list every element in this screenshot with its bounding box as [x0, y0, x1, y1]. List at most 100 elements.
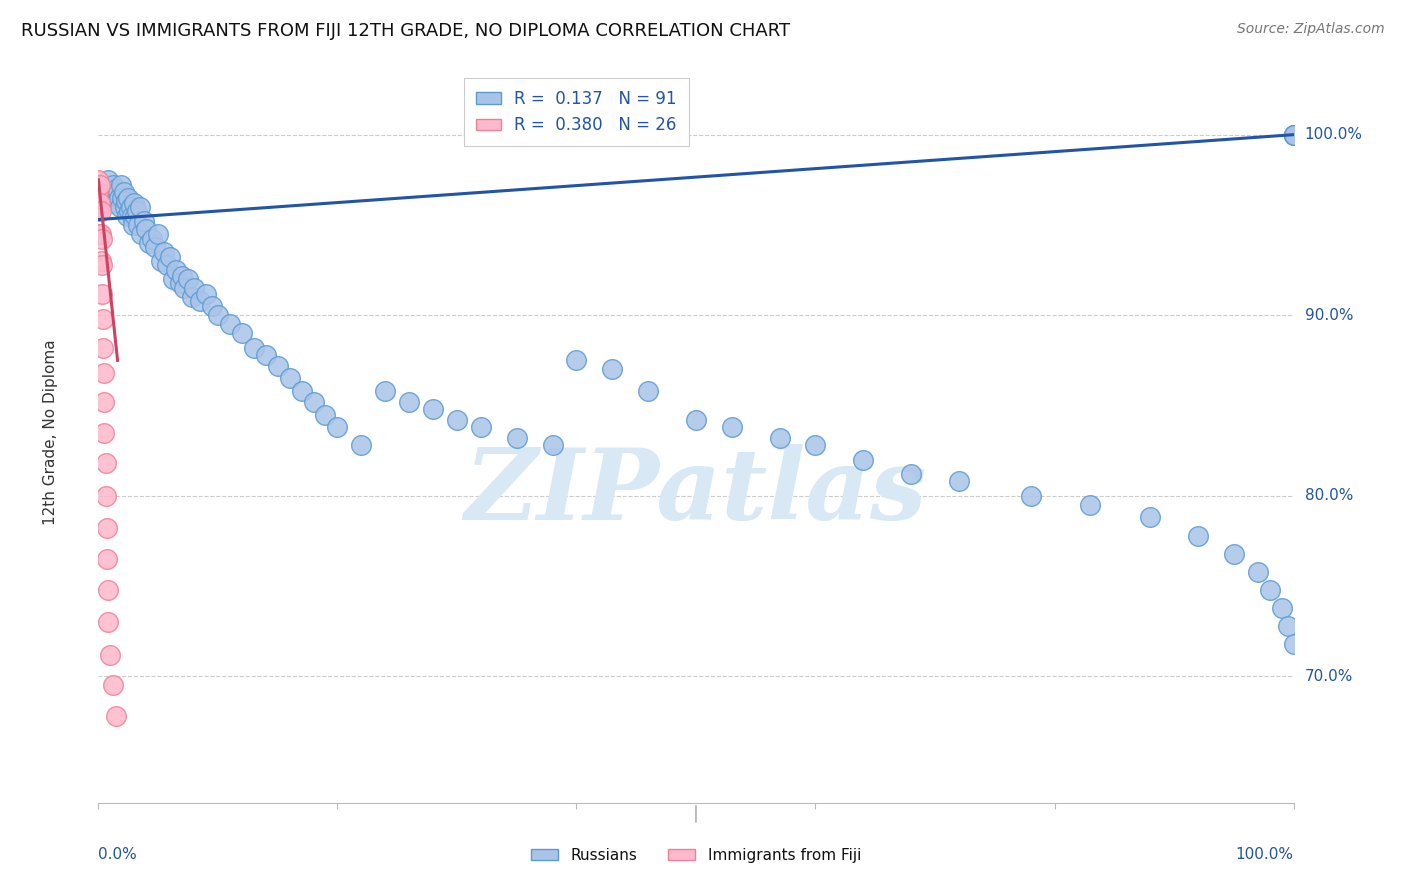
Point [243, 341, 266, 355]
Point [121, 209, 143, 223]
Point [278, 371, 301, 385]
Point [120, 200, 142, 214]
Point [141, 232, 163, 246]
Point [117, 191, 139, 205]
Text: 100.0%: 100.0% [1236, 847, 1294, 863]
Text: RUSSIAN VS IMMIGRANTS FROM FIJI 12TH GRADE, NO DIPLOMA CORRELATION CHART: RUSSIAN VS IMMIGRANTS FROM FIJI 12TH GRA… [21, 22, 790, 40]
Point [159, 251, 181, 265]
Point [87, 203, 110, 218]
Point [948, 475, 970, 489]
Point [1282, 128, 1305, 142]
Point [155, 258, 177, 272]
Point [87, 186, 110, 200]
Point [110, 178, 132, 193]
Point [506, 431, 529, 445]
Point [446, 413, 468, 427]
Point [91, 232, 114, 246]
Point [148, 227, 170, 241]
Point [89, 178, 111, 193]
Point [107, 186, 129, 200]
Point [565, 353, 588, 368]
Text: 90.0%: 90.0% [1305, 308, 1353, 323]
Point [127, 218, 149, 232]
Point [219, 318, 242, 332]
Point [169, 276, 191, 290]
Point [107, 191, 129, 205]
Point [852, 452, 875, 467]
Point [195, 286, 218, 301]
Point [1139, 510, 1161, 524]
Point [108, 200, 131, 214]
Point [91, 286, 114, 301]
Point [93, 395, 115, 409]
Point [173, 281, 195, 295]
Point [89, 196, 111, 211]
Point [132, 214, 155, 228]
Point [135, 221, 157, 235]
Point [96, 552, 118, 566]
Point [122, 218, 145, 232]
Point [93, 182, 115, 196]
Point [1282, 128, 1305, 142]
Point [153, 245, 176, 260]
Point [685, 413, 707, 427]
Point [162, 272, 184, 286]
Point [87, 173, 110, 187]
Point [118, 203, 141, 218]
Point [143, 239, 166, 253]
Point [101, 178, 124, 193]
Point [97, 582, 120, 597]
Point [541, 438, 564, 452]
Point [115, 194, 138, 209]
Text: ZIPatlas: ZIPatlas [465, 443, 927, 540]
Point [1258, 582, 1281, 597]
Point [1019, 489, 1042, 503]
Point [231, 326, 253, 341]
Point [103, 191, 125, 205]
Point [291, 384, 314, 398]
Point [131, 227, 153, 241]
Point [900, 467, 922, 482]
Point [398, 395, 420, 409]
Point [129, 200, 152, 214]
Point [172, 268, 194, 283]
Point [165, 263, 187, 277]
Point [207, 308, 229, 322]
Point [91, 258, 114, 272]
Point [91, 311, 114, 326]
Point [90, 254, 112, 268]
Point [1080, 498, 1102, 512]
Point [180, 290, 202, 304]
Point [97, 173, 120, 187]
Text: Source: ZipAtlas.com: Source: ZipAtlas.com [1237, 22, 1385, 37]
Point [93, 425, 115, 440]
Text: 100.0%: 100.0% [1305, 128, 1362, 142]
Point [114, 200, 136, 214]
Point [98, 648, 122, 662]
Point [267, 359, 290, 373]
Point [302, 395, 325, 409]
Point [183, 281, 205, 295]
Point [105, 709, 128, 723]
Point [1223, 547, 1246, 561]
Point [149, 254, 172, 268]
Point [112, 186, 135, 200]
Point [1277, 619, 1299, 633]
Point [94, 456, 117, 470]
Point [768, 431, 790, 445]
Text: 12th Grade, No Diploma: 12th Grade, No Diploma [44, 340, 58, 525]
Point [1282, 128, 1305, 142]
Point [1247, 565, 1270, 579]
Point [93, 366, 115, 380]
Point [90, 227, 112, 241]
Point [125, 203, 148, 218]
Point [804, 438, 827, 452]
Text: 0.0%: 0.0% [98, 847, 138, 863]
Point [111, 191, 134, 205]
Point [1282, 637, 1305, 651]
Point [201, 299, 224, 313]
Point [254, 348, 277, 362]
Point [105, 196, 128, 211]
Point [115, 209, 138, 223]
Legend: Russians, Immigrants from Fiji: Russians, Immigrants from Fiji [524, 842, 868, 869]
